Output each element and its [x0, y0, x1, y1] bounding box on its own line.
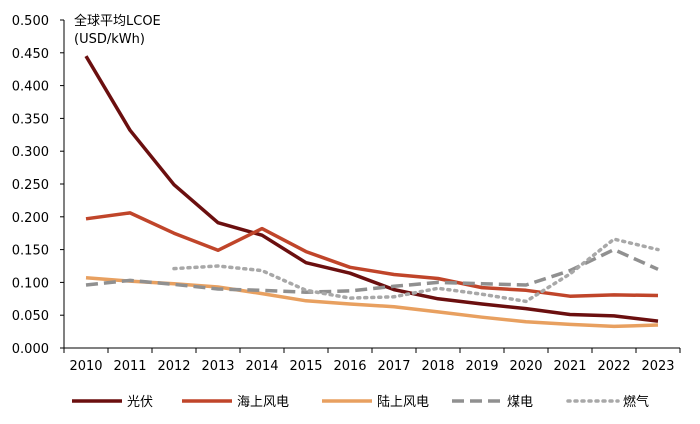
y-tick-label: 0.350 [12, 112, 49, 127]
x-tick-label: 2019 [465, 359, 498, 374]
y-tick-label: 0.450 [12, 47, 49, 62]
y-tick-label: 0.000 [12, 342, 49, 357]
x-tick-label: 2017 [377, 359, 410, 374]
x-tick-label: 2022 [597, 359, 630, 374]
series-line [84, 55, 659, 323]
legend: 光伏 海上风电 陆上风电 煤电 燃气 [72, 394, 649, 410]
x-tick-label: 2016 [333, 359, 366, 374]
x-tick-label: 2013 [201, 359, 234, 374]
y-tick-label: 0.050 [12, 309, 49, 324]
legend-label: 煤电 [507, 395, 533, 410]
y-tick-label: 0.250 [12, 178, 49, 193]
legend-label: 燃气 [623, 394, 649, 410]
series-line [85, 211, 659, 298]
x-tick-label: 2014 [245, 359, 278, 374]
series-line [85, 247, 659, 294]
x-axis: 2010 2011 2012 2013 2014 2015 2016 2017 2018 2019… [63, 347, 681, 374]
series-lines [84, 55, 660, 329]
y-tick-label: 0.200 [12, 211, 49, 226]
series-line [172, 237, 660, 304]
y-tick-label: 0.100 [12, 276, 49, 291]
x-tick-label: 2021 [553, 359, 586, 374]
y-tick-label: 0.150 [12, 244, 49, 259]
chart-unit: (USD/kWh) [74, 32, 145, 47]
series-line [85, 276, 659, 329]
legend-label: 光伏 [127, 395, 153, 410]
y-tick-label: 0.500 [12, 14, 49, 29]
y-tick-label: 0.300 [12, 145, 49, 160]
x-tick-label: 2012 [157, 359, 190, 374]
x-tick-label: 2020 [509, 359, 542, 374]
y-axis: 0.000 0.050 0.100 0.150 0.200 0.250 0.300 0.350… [12, 14, 65, 357]
x-tick-label: 2015 [289, 359, 322, 374]
legend-label: 海上风电 [237, 395, 289, 410]
x-tick-label: 2011 [113, 359, 146, 374]
x-tick-label: 2023 [641, 359, 674, 374]
x-tick-label: 2018 [421, 359, 454, 374]
y-tick-label: 0.400 [12, 80, 49, 95]
chart-title: 全球平均LCOE [74, 13, 161, 29]
legend-label: 陆上风电 [377, 394, 429, 410]
x-tick-label: 2010 [69, 359, 102, 374]
